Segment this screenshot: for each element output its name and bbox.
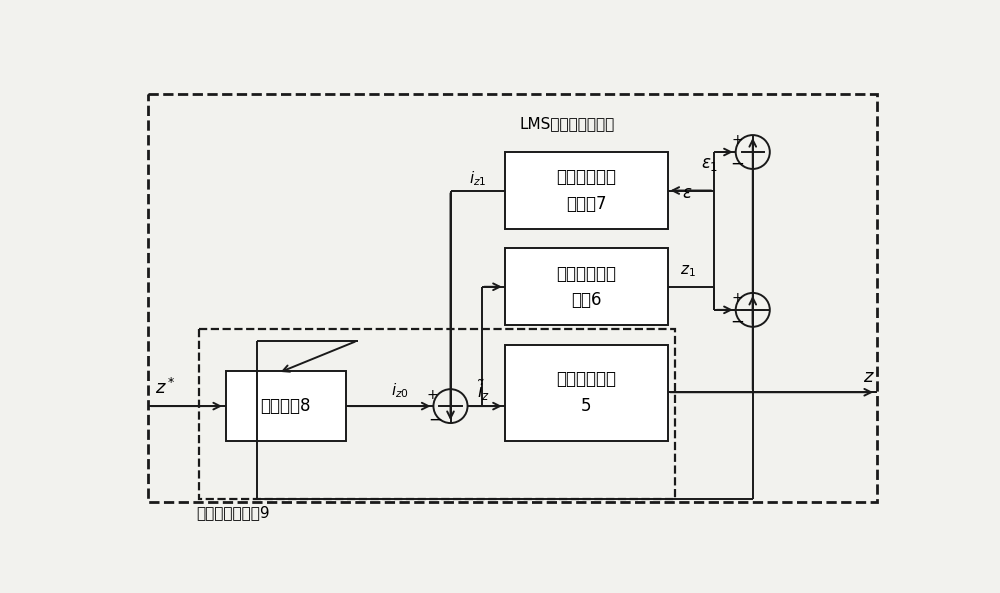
Bar (505, 152, 668, 229)
Text: 自适应逆控制器9: 自适应逆控制器9 (197, 505, 270, 520)
Text: $\varepsilon_1$: $\varepsilon_1$ (701, 155, 719, 173)
Text: −: − (730, 313, 744, 330)
Text: 复合被控对象
逆模型7: 复合被控对象 逆模型7 (556, 168, 616, 213)
Text: $z^*$: $z^*$ (155, 378, 176, 398)
Text: 复合被控对象
模型6: 复合被控对象 模型6 (556, 264, 616, 309)
Text: $z$: $z$ (863, 368, 875, 386)
Text: $i_{z1}$: $i_{z1}$ (469, 170, 486, 189)
Bar (199, 329, 675, 499)
Text: $\varepsilon$: $\varepsilon$ (682, 184, 693, 202)
Bar (148, 94, 877, 502)
Text: +: + (731, 133, 743, 148)
Text: $\tilde{i}_z$: $\tilde{i}_z$ (477, 378, 490, 403)
Text: $i_{z0}$: $i_{z0}$ (391, 381, 409, 400)
Text: −: − (428, 410, 442, 428)
Text: +: + (426, 388, 438, 401)
Text: −: − (730, 155, 744, 173)
Text: 逆控制嚘8: 逆控制嚘8 (261, 397, 311, 415)
Bar (505, 248, 668, 325)
Text: LMS自适应滤波算法: LMS自适应滤波算法 (519, 116, 614, 131)
Text: $z_1$: $z_1$ (680, 263, 696, 279)
Text: 复合被控对象
5: 复合被控对象 5 (556, 371, 616, 415)
Bar (226, 371, 346, 441)
Bar (505, 345, 668, 441)
Text: +: + (731, 291, 743, 305)
